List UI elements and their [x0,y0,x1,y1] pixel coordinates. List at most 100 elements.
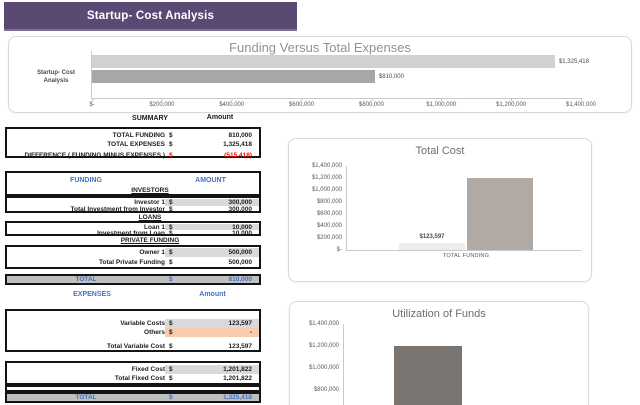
input-cell[interactable]: $ 500,000 [165,248,259,257]
utilization-of-funds-chart[interactable]: Utilization of Funds $1,400,000 $1,200,00… [289,301,589,405]
value: 123,597 [228,320,253,327]
bar-value-label: $1,325,418 [558,59,589,65]
input-cell[interactable]: $ 1,201,822 [165,365,259,374]
bar-variable-cost [399,242,465,250]
amount-cell: $ (515,418) [165,149,259,162]
section-title-private-funding: PRIVATE FUNDING [120,237,180,244]
axis-tick-label: $600,000 [289,98,315,108]
currency: $ [169,249,173,256]
value: (515,418) [224,152,252,159]
expenses-column-header: EXPENSES [73,291,111,298]
value: 500,000 [228,249,253,256]
axis-tick-label: $600,000 [316,211,342,217]
chart-title: Funding Versus Total Expenses [229,40,411,55]
row-label: Loan 1 [144,223,165,231]
row-label: Fixed Cost [131,366,165,373]
currency: $ [169,320,173,327]
row-label: TOTAL EXPENSES [107,141,165,148]
table-row: Total Variable Cost $ 123,597 [7,341,259,351]
value: 1,325,418 [223,141,252,148]
bar-total-expenses [92,55,555,68]
bar-utilized-funds [394,345,462,405]
input-cell[interactable]: $ 123,597 [165,319,259,328]
funding-vs-expenses-chart[interactable]: Funding Versus Total Expenses Startup- C… [8,36,632,113]
table-row: Fixed Cost $ 1,201,822 [7,365,259,374]
axis-tick-label: $- [89,98,95,108]
table-row: Total Investment from Investor $ 300,000 [7,206,259,213]
total-cost-chart[interactable]: Total Cost $123,597 $1,400,000 $1,200,000… [288,138,592,282]
currency: $ [169,394,173,401]
axis-tick-label: $400,000 [316,223,342,229]
currency: $ [169,223,173,231]
amount-cell: $ 1,325,418 [165,394,259,401]
chart-category-label: Startup- Cost Analysis [37,70,75,85]
page-title-banner: Startup- Cost Analysis [4,2,297,31]
currency: $ [169,375,173,382]
funding-column-header: FUNDING [70,176,102,184]
currency: $ [169,229,173,237]
total-label: TOTAL [75,276,97,283]
value: 1,325,418 [223,394,252,401]
amount-column-header: AMOUNT [195,176,226,184]
axis-tick-label: $1,200,000 [311,175,342,181]
summary-table: TOTAL FUNDING $ 810,000 TOTAL EXPENSES $… [5,127,261,159]
currency: $ [169,259,173,266]
value: 1,201,822 [223,366,252,373]
table-row: TOTAL FUNDING $ 810,000 [7,131,259,140]
axis-tick-label: $200,000 [149,98,175,108]
currency: $ [169,276,173,283]
variable-costs-table: Variable Costs $ 123,597 Others $ - Tota… [5,309,261,352]
table-row: TOTAL EXPENSES $ 1,325,418 [7,140,259,149]
axis-tick-label: $1,400,000 [565,98,597,108]
row-label: DIFFERENCE ( FUNDING MINUS EXPENSES ) [24,152,165,159]
section-title-loans: LOANS [138,214,162,221]
amount-cell: $ 810,000 [165,276,259,283]
axis-tick-label: $1,400,000 [308,321,339,327]
axis-tick-label: $1,200,000 [308,343,339,349]
value: 810,000 [228,276,253,283]
input-cell[interactable]: $ 300,000 [165,199,259,206]
row-label: TOTAL FUNDING [112,132,165,139]
x-axis-ticks: $- $200,000 $400,000 $600,000 $800,000 $1,000… [89,98,596,110]
row-label: Others [144,329,165,336]
chart-plot-area: $1,400,000$1,200,000$1,000,000$800,000$6… [309,321,583,405]
chart-plot-area: $1,325,418 $810,000 $- $200,000 $400,000 $6… [89,51,596,108]
axis-tick-label: $200,000 [316,235,342,241]
row-label: Investment from Loan [97,229,165,237]
input-cell-highlighted[interactable]: $ - [165,328,259,337]
value: 300,000 [228,199,253,206]
value: 300,000 [228,206,253,213]
axis-tick-label: $800,000 [358,98,384,108]
funding-header-box: FUNDING AMOUNT [5,171,261,196]
table-row: Total Private Funding $ 500,000 [7,257,259,268]
section-title-investors: INVESTORS [131,187,169,194]
axis-tick-label: $1,200,000 [496,98,527,108]
table-row: Variable Costs $ 123,597 [7,319,259,328]
fixed-costs-table: Fixed Cost $ 1,201,822 Total Fixed Cost … [5,361,261,385]
amount-cell: $ 1,325,418 [165,140,259,149]
funding-total-row: TOTAL $ 810,000 [5,274,261,285]
bar-fixed-cost [467,177,533,250]
row-label: Variable Costs [120,320,165,327]
investors-table: Investor 1 $ 300,000 Total Investment fr… [5,196,261,213]
amount-cell: $ 500,000 [165,257,259,268]
row-label: Owner 1 [139,249,165,256]
amount-cell: $ 810,000 [165,131,259,140]
table-row: Loan 1 $ 10,000 [7,223,259,231]
input-cell[interactable]: $ 10,000 [165,223,259,231]
currency: $ [169,141,173,148]
table-row: Others $ - [7,328,259,337]
chart-plot-area: $123,597 $1,400,000 $1,200,000 $1,000,000 $… [312,163,581,259]
axis-tick-label: $800,000 [313,387,339,393]
currency: $ [169,132,173,139]
row-label: Total Private Funding [99,259,165,266]
axis-tick-label: $1,000,000 [311,187,342,193]
value: 1,201,822 [223,375,252,382]
bar-value-label: $810,000 [378,74,404,80]
value: - [249,329,252,336]
chart-title: Utilization of Funds [392,308,486,320]
loans-table: Loan 1 $ 10,000 Investment from Loan $ 1… [5,221,261,237]
currency: $ [169,199,173,206]
amount-cell: $ 1,201,822 [165,374,259,383]
axis-tick-label: $400,000 [219,98,245,108]
